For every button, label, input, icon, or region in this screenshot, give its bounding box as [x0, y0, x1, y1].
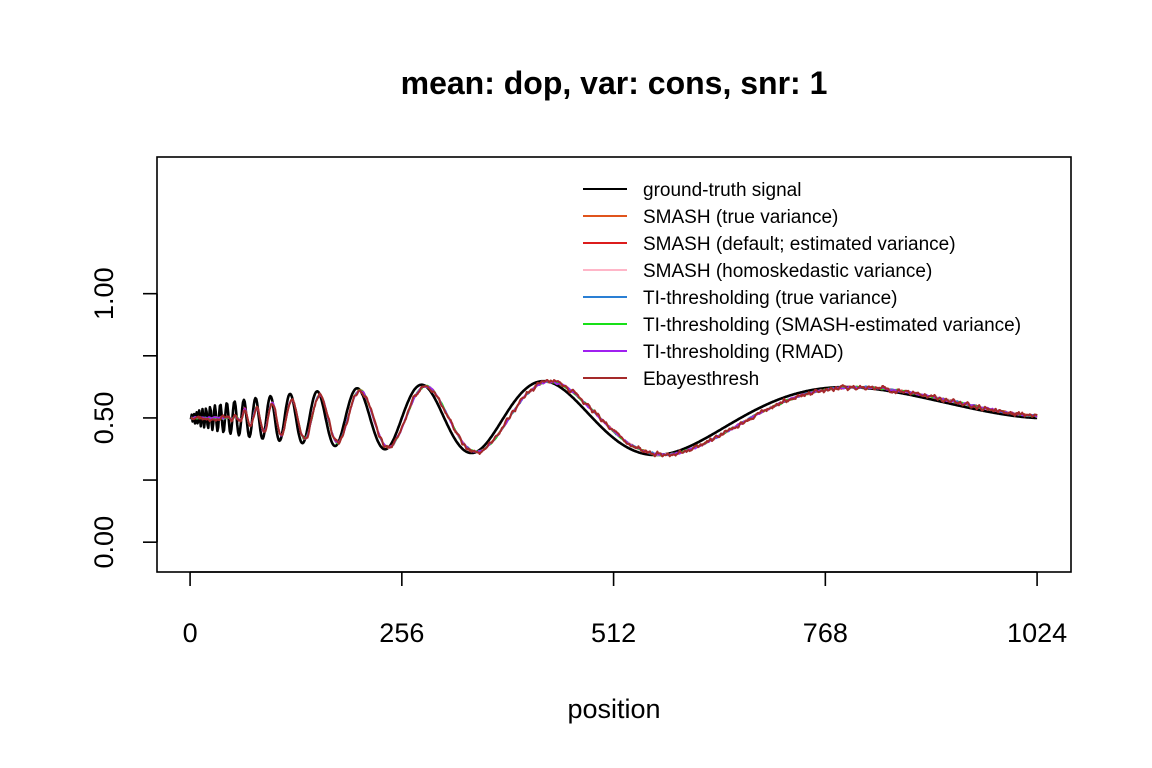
legend: ground-truth signal SMASH (true variance)… — [583, 180, 1021, 390]
x-tick-label: 256 — [379, 618, 424, 648]
legend-label: SMASH (default; estimated variance) — [643, 234, 956, 255]
y-tick-label: 1.00 — [89, 267, 119, 320]
y-axis: 0.00 0.50 1.00 — [89, 267, 158, 569]
x-axis-label: position — [567, 694, 660, 724]
chart-title: mean: dop, var: cons, snr: 1 — [401, 65, 828, 101]
x-axis: 0 256 512 768 1024 — [183, 571, 1067, 648]
series-line-ebayesthresh — [190, 379, 1038, 458]
legend-label: TI-thresholding (RMAD) — [643, 342, 844, 363]
x-tick-label: 0 — [183, 618, 198, 648]
plot-frame — [156, 156, 1072, 573]
x-tick-label: 768 — [803, 618, 848, 648]
y-tick-label: 0.00 — [89, 516, 119, 569]
series-layer — [189, 379, 1038, 458]
legend-label: TI-thresholding (true variance) — [643, 288, 898, 309]
y-tick-label: 0.50 — [89, 392, 119, 445]
legend-label: Ebayesthresh — [643, 369, 759, 390]
x-tick-label: 1024 — [1007, 618, 1067, 648]
legend-label: SMASH (homoskedastic variance) — [643, 261, 932, 282]
legend-label: TI-thresholding (SMASH-estimated varianc… — [643, 315, 1021, 336]
legend-label: SMASH (true variance) — [643, 207, 838, 228]
x-tick-label: 512 — [591, 618, 636, 648]
legend-label: ground-truth signal — [643, 180, 801, 201]
